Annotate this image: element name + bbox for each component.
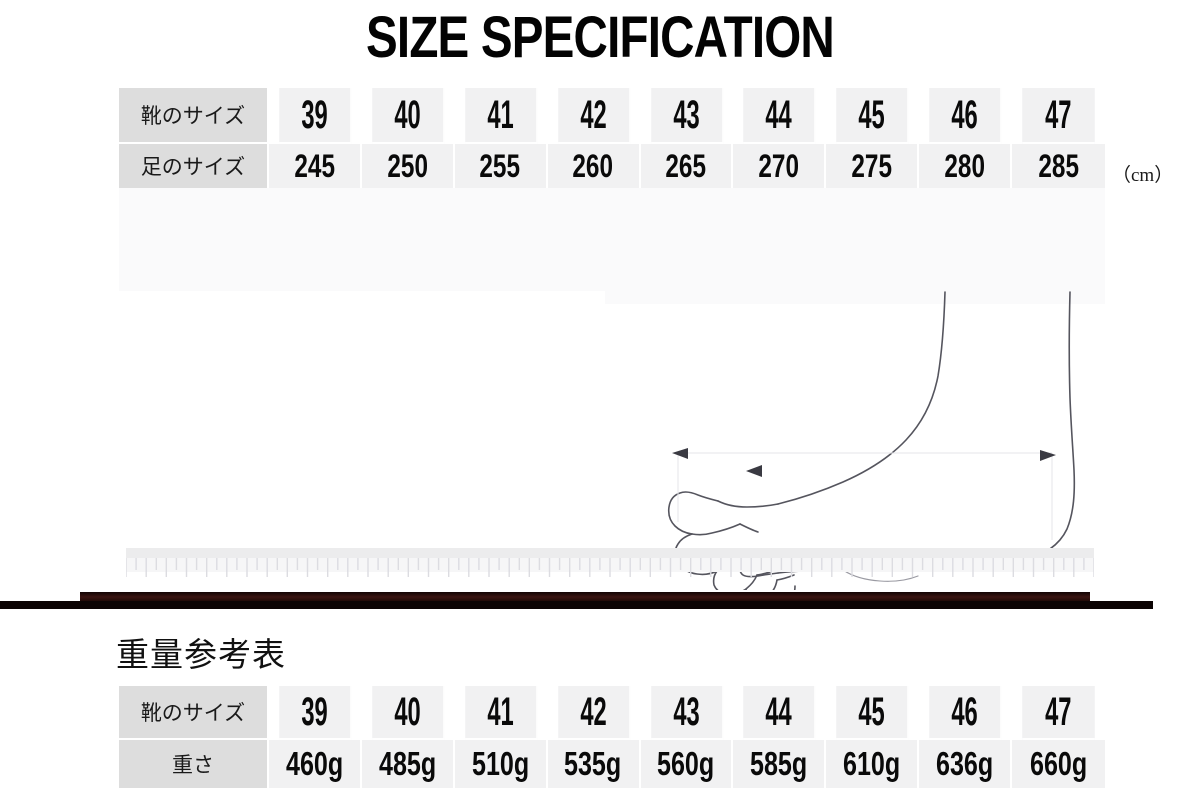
row-label-shoe-size: 靴のサイズ: [119, 686, 269, 740]
cell-value: 285: [1038, 147, 1079, 184]
row-label-weight: 重さ: [119, 740, 269, 788]
cell-value: 485g: [378, 745, 436, 782]
cell-value: 280: [944, 147, 985, 184]
cell-shoe-size: 44: [743, 686, 817, 740]
cell-shoe-size: 45: [836, 88, 909, 144]
cell-shoe-size: 43: [650, 686, 724, 740]
cell-shoe-size: 45: [836, 686, 909, 740]
table-row-foot-size: 足のサイズ 245 250 255 260 265 270 275 280 28…: [119, 144, 1105, 188]
cell-weight: 485g: [361, 740, 455, 788]
cell-value: 660g: [1029, 745, 1088, 782]
foot-measurement-illustration: [600, 290, 1160, 590]
cell-weight: 636g: [919, 740, 1012, 788]
page-title: SIZE SPECIFICATION: [366, 5, 835, 70]
weight-reference-table: 靴のサイズ 39 40 41 42 43 44 45 46 47 重さ 460g…: [119, 686, 1105, 788]
cell-shoe-size: 41: [464, 88, 538, 144]
cell-shoe-size: 40: [372, 88, 445, 144]
cell-value: 270: [758, 147, 800, 184]
cell-shoe-size: 47: [1022, 686, 1095, 740]
cell-value: 45: [858, 92, 886, 137]
cell-value: 535g: [564, 745, 622, 782]
arrow-left-inner: [746, 465, 762, 477]
cell-value: 510g: [471, 745, 529, 782]
ruler-graphic: [125, 548, 1095, 580]
unit-label-cm: （cm）: [1112, 165, 1174, 186]
separator-bar-highlight: [80, 592, 1090, 603]
cell-value: 42: [580, 92, 607, 137]
cell-weight: 660g: [1012, 740, 1105, 788]
arrow-right-heel: [1040, 450, 1056, 461]
cell-value: 43: [672, 689, 700, 734]
cell-weight: 560g: [640, 740, 734, 788]
cell-weight: 535g: [547, 740, 641, 788]
size-specification-table: 靴のサイズ 39 40 41 42 43 44 45 46 47 足のサイズ 2…: [119, 88, 1105, 188]
cell-value: 47: [1045, 689, 1072, 734]
cell-foot-size: 270: [733, 144, 827, 188]
cell-value: 636g: [935, 745, 994, 782]
cell-value: 40: [394, 92, 421, 137]
cell-value: 250: [387, 147, 428, 184]
cell-value: 39: [301, 92, 328, 137]
table-row-weight: 重さ 460g 485g 510g 535g 560g 585g 610g 63…: [119, 740, 1105, 788]
cell-foot-size: 250: [361, 144, 455, 188]
cell-value: 245: [294, 147, 335, 184]
cell-value: 260: [572, 147, 614, 184]
cell-value: 43: [672, 92, 700, 137]
cell-foot-size: 255: [454, 144, 548, 188]
cell-shoe-size: 42: [557, 686, 631, 740]
cell-value: 44: [765, 689, 793, 734]
cell-foot-size: 260: [547, 144, 641, 188]
cell-weight: 460g: [269, 740, 362, 788]
cell-shoe-size: 46: [929, 686, 1002, 740]
separator-bar: [0, 601, 1153, 609]
cell-value: 44: [765, 92, 793, 137]
cell-value: 47: [1045, 92, 1072, 137]
background-panel-right: [605, 186, 1105, 304]
cell-value: 265: [665, 147, 707, 184]
cell-shoe-size: 44: [743, 88, 817, 144]
cell-foot-size: 265: [640, 144, 734, 188]
cell-value: 41: [487, 92, 514, 137]
table-row-shoe-size: 靴のサイズ 39 40 41 42 43 44 45 46 47: [119, 88, 1105, 144]
cell-value: 585g: [750, 745, 808, 782]
cell-value: 45: [858, 689, 886, 734]
cell-foot-size: 275: [826, 144, 920, 188]
cell-foot-size: 285: [1012, 144, 1105, 188]
table-row-shoe-size: 靴のサイズ 39 40 41 42 43 44 45 46 47: [119, 686, 1105, 740]
cell-foot-size: 280: [919, 144, 1012, 188]
cell-shoe-size: 40: [372, 686, 445, 740]
row-label-foot-size: 足のサイズ: [119, 144, 269, 188]
cell-shoe-size: 46: [929, 88, 1002, 144]
cell-value: 46: [951, 92, 978, 137]
cell-value: 46: [951, 689, 978, 734]
cell-shoe-size: 42: [557, 88, 631, 144]
cell-weight: 585g: [733, 740, 827, 788]
cell-shoe-size: 47: [1022, 88, 1095, 144]
cell-shoe-size: 41: [464, 686, 538, 740]
cell-weight: 610g: [826, 740, 920, 788]
cell-value: 560g: [657, 745, 715, 782]
cell-value: 39: [301, 689, 328, 734]
row-label-shoe-size: 靴のサイズ: [119, 88, 269, 144]
cell-value: 41: [487, 689, 514, 734]
cell-value: 275: [851, 147, 892, 184]
arrow-left-outer: [672, 448, 688, 459]
weight-section-heading: 重量参考表: [116, 635, 286, 674]
cell-value: 40: [394, 689, 421, 734]
cell-value: 610g: [843, 745, 901, 782]
cell-value: 42: [580, 689, 607, 734]
cell-shoe-size: 43: [650, 88, 724, 144]
cell-foot-size: 245: [269, 144, 362, 188]
cell-weight: 510g: [454, 740, 548, 788]
cell-shoe-size: 39: [279, 88, 352, 144]
cell-value: 255: [479, 147, 521, 184]
cell-value: 460g: [285, 745, 344, 782]
cell-shoe-size: 39: [279, 686, 352, 740]
